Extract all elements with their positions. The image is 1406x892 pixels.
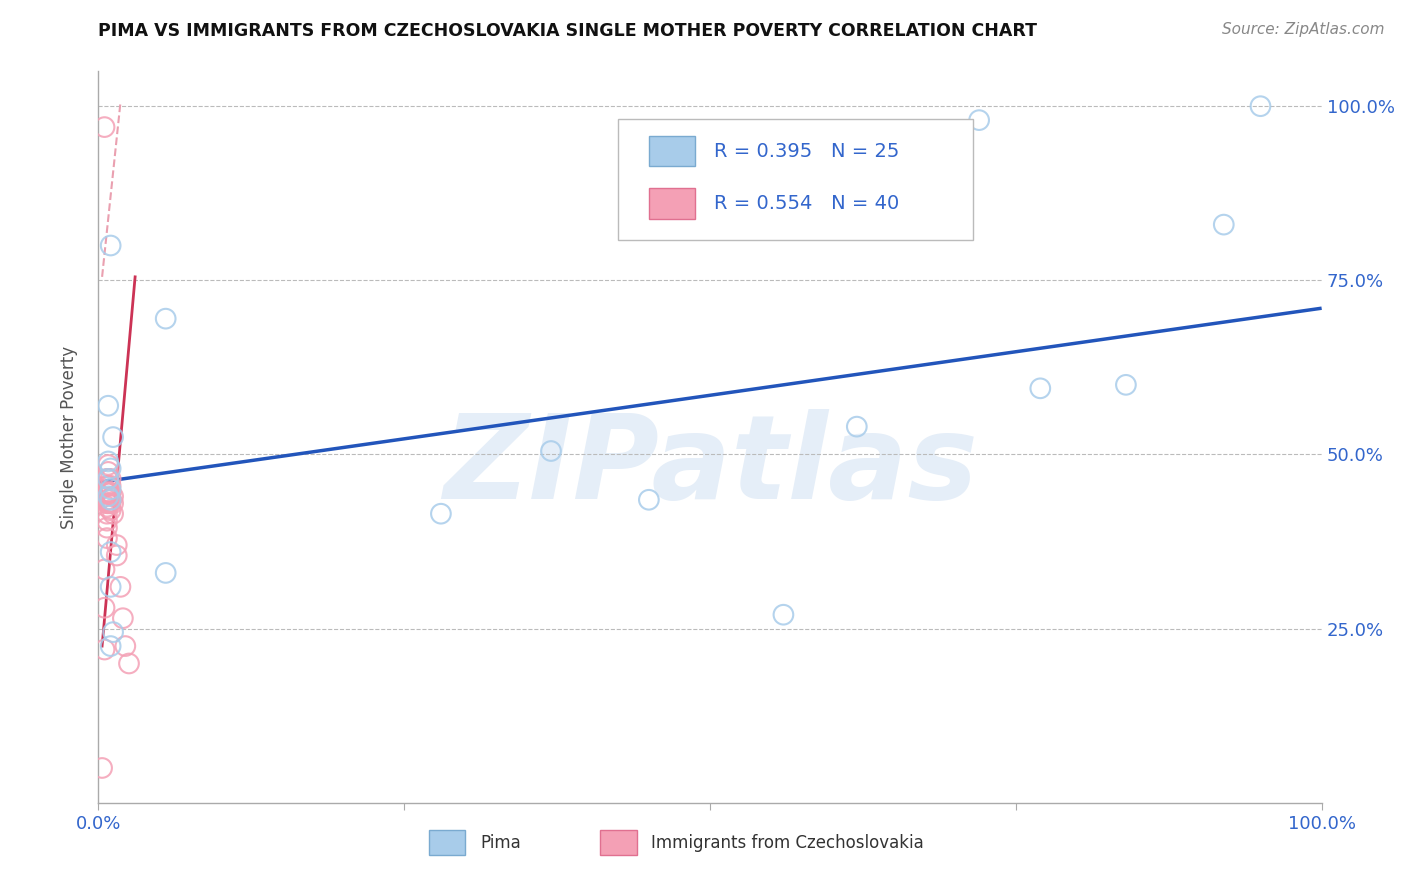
Point <box>100 580 122 594</box>
Point <box>96 479 118 493</box>
Point <box>96 500 118 514</box>
Point <box>100 503 122 517</box>
Point <box>100 485 122 500</box>
Bar <box>429 830 465 855</box>
Point <box>97 454 120 468</box>
Point <box>118 657 141 671</box>
Point <box>430 507 453 521</box>
Point <box>101 625 124 640</box>
Text: ZIPatlas: ZIPatlas <box>443 409 977 524</box>
Point <box>97 472 120 486</box>
Point <box>98 496 121 510</box>
Point <box>101 489 124 503</box>
Point <box>101 507 124 521</box>
Text: Immigrants from Czechoslovakia: Immigrants from Czechoslovakia <box>651 834 924 852</box>
Point <box>96 485 118 500</box>
Point <box>100 492 122 507</box>
Point <box>105 549 128 563</box>
Point <box>155 566 177 580</box>
Point <box>100 485 122 500</box>
Point <box>96 531 118 545</box>
Point <box>1212 218 1234 232</box>
Point <box>101 430 124 444</box>
Point <box>772 607 794 622</box>
Point <box>110 580 132 594</box>
Point <box>111 611 134 625</box>
Point <box>96 496 118 510</box>
Point <box>100 545 122 559</box>
Text: R = 0.395   N = 25: R = 0.395 N = 25 <box>714 142 898 161</box>
Point <box>97 479 120 493</box>
Point <box>93 642 115 657</box>
Point <box>114 639 136 653</box>
Point <box>97 458 120 472</box>
Point <box>540 444 562 458</box>
Point <box>96 521 118 535</box>
Point <box>97 485 120 500</box>
Text: R = 0.554   N = 40: R = 0.554 N = 40 <box>714 194 898 213</box>
Y-axis label: Single Mother Poverty: Single Mother Poverty <box>59 345 77 529</box>
FancyBboxPatch shape <box>619 119 973 240</box>
Point <box>96 507 118 521</box>
Point <box>100 472 122 486</box>
Bar <box>600 830 637 855</box>
Point <box>97 399 120 413</box>
Point <box>638 492 661 507</box>
Point <box>1249 99 1271 113</box>
Text: Pima: Pima <box>479 834 520 852</box>
Bar <box>650 136 696 167</box>
Point <box>967 113 990 128</box>
Point <box>105 538 128 552</box>
Point <box>1115 377 1137 392</box>
Point <box>91 761 114 775</box>
Point <box>96 514 118 528</box>
Point <box>155 311 177 326</box>
Point <box>100 483 122 497</box>
Point <box>93 120 115 134</box>
Point <box>100 496 122 510</box>
Point <box>100 238 122 252</box>
Point <box>100 639 122 653</box>
Point <box>1029 381 1052 395</box>
Point <box>96 485 118 500</box>
Point <box>93 600 115 615</box>
Text: Source: ZipAtlas.com: Source: ZipAtlas.com <box>1222 22 1385 37</box>
Point <box>97 465 120 479</box>
Point <box>96 472 118 486</box>
Point <box>100 492 122 507</box>
Point <box>98 485 121 500</box>
Point <box>97 472 120 486</box>
Point <box>97 496 120 510</box>
Point <box>845 419 868 434</box>
Point <box>100 479 122 493</box>
Text: PIMA VS IMMIGRANTS FROM CZECHOSLOVAKIA SINGLE MOTHER POVERTY CORRELATION CHART: PIMA VS IMMIGRANTS FROM CZECHOSLOVAKIA S… <box>98 22 1038 40</box>
Point <box>96 492 118 507</box>
Point <box>100 461 122 475</box>
Bar <box>650 188 696 219</box>
Point <box>97 489 120 503</box>
Point <box>101 496 124 510</box>
Point <box>93 562 115 576</box>
